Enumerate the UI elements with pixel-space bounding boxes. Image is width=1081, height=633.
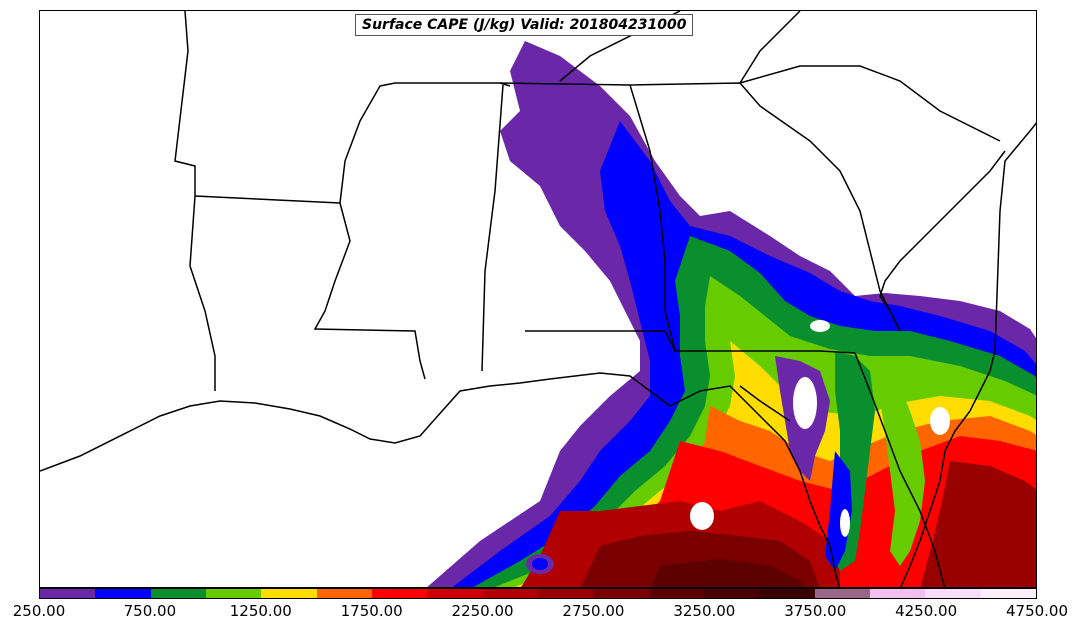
map-panel xyxy=(39,10,1037,588)
colorbar-segment xyxy=(371,589,428,598)
colorbar-segment xyxy=(537,589,594,598)
colorbar-segment xyxy=(925,589,981,598)
colorbar-segment xyxy=(980,589,1036,598)
colorbar-segment xyxy=(869,589,926,598)
colorbar-segment xyxy=(95,589,151,598)
cape-contours xyxy=(427,41,1036,587)
map-title: Surface CAPE (J/kg) Valid: 201804231000 xyxy=(355,14,694,36)
colorbar-segment xyxy=(427,589,483,598)
colorbar-segment xyxy=(759,589,815,598)
colorbar-tick-label: 2750.00 xyxy=(562,602,625,620)
colorbar-tick-label: 4250.00 xyxy=(895,602,958,620)
colorbar-labels: 250.00 750.00 1250.00 1750.00 2250.00 2750.00… xyxy=(0,600,1081,625)
colorbar-tick-label: 4750.00 xyxy=(1005,602,1069,620)
political-boundaries xyxy=(40,11,1036,587)
colorbar xyxy=(39,588,1037,599)
colorbar-tick-label: 1250.00 xyxy=(229,602,292,620)
colorbar-tick-label: 2250.00 xyxy=(451,602,514,620)
colorbar-tick-label: 3250.00 xyxy=(673,602,736,620)
colorbar-segment xyxy=(205,589,262,598)
colorbar-tick-label: 250.00 xyxy=(12,602,66,620)
colorbar-tick-label: 3750.00 xyxy=(784,602,847,620)
colorbar-segment xyxy=(150,589,206,598)
colorbar-segment xyxy=(482,589,538,598)
colorbar-tick-label: 1750.00 xyxy=(340,602,403,620)
colorbar-segment xyxy=(648,589,704,598)
colorbar-segment xyxy=(593,589,649,598)
cape-map xyxy=(40,11,1036,587)
colorbar-segment xyxy=(40,589,96,598)
colorbar-segment xyxy=(261,589,317,598)
colorbar-tick-label: 750.00 xyxy=(123,602,177,620)
colorbar-segment xyxy=(703,589,760,598)
colorbar-segment xyxy=(316,589,372,598)
colorbar-segment xyxy=(814,589,870,598)
